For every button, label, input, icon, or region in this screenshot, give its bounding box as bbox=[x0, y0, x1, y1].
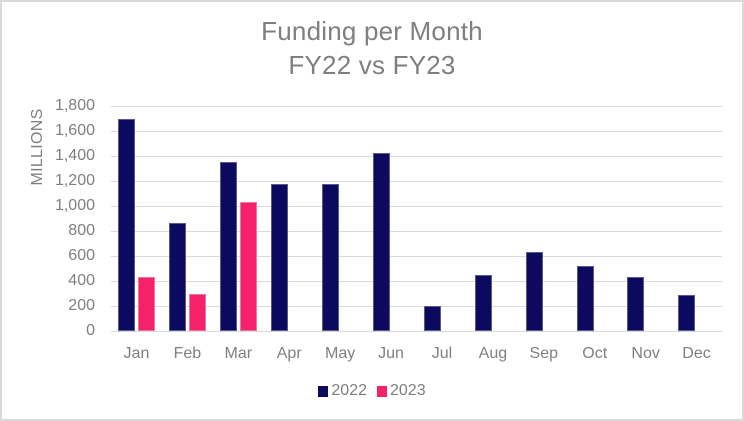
bar-2022-may[interactable] bbox=[321, 184, 339, 331]
legend-item-2023[interactable]: 2023 bbox=[377, 382, 426, 400]
x-tick-label: Feb bbox=[173, 345, 202, 362]
gridline bbox=[111, 156, 722, 157]
y-tick-label: 400 bbox=[68, 272, 95, 289]
x-tick-label: Jul bbox=[431, 345, 453, 362]
x-tick-label: Nov bbox=[631, 345, 660, 362]
bar-2022-nov[interactable] bbox=[627, 277, 645, 331]
bar-2022-oct[interactable] bbox=[576, 265, 594, 331]
y-tick-label: 1,000 bbox=[54, 197, 95, 214]
y-tick-label: 800 bbox=[68, 222, 95, 239]
bar-2023-mar[interactable] bbox=[240, 202, 258, 331]
y-tick-label: 1,600 bbox=[54, 122, 95, 139]
bar-2022-dec[interactable] bbox=[678, 294, 696, 331]
bar-2022-jan[interactable] bbox=[118, 119, 136, 331]
bar-2023-jan[interactable] bbox=[138, 277, 156, 331]
gridline bbox=[111, 181, 722, 182]
bar-2022-sep[interactable] bbox=[525, 251, 543, 331]
x-tick-label: Jan bbox=[123, 345, 150, 362]
gridline bbox=[111, 306, 722, 307]
x-tick-label: Sep bbox=[529, 345, 559, 362]
x-tick-label: Dec bbox=[682, 345, 711, 362]
y-tick-label: 200 bbox=[68, 297, 95, 314]
chart-title-line-1: Funding per Month bbox=[261, 16, 483, 46]
legend-swatch-2023 bbox=[377, 385, 387, 397]
gridline bbox=[111, 131, 722, 132]
x-tick-label: Jun bbox=[378, 345, 404, 362]
legend-label-2023: 2023 bbox=[390, 382, 426, 399]
gridline bbox=[111, 231, 722, 232]
x-axis-line bbox=[111, 331, 722, 332]
bar-2022-jul[interactable] bbox=[423, 305, 441, 331]
x-tick-label: May bbox=[325, 345, 356, 362]
bar-2022-apr[interactable] bbox=[271, 184, 289, 331]
bar-2022-jun[interactable] bbox=[372, 153, 390, 331]
x-tick-label: Mar bbox=[224, 345, 253, 362]
bar-2022-feb[interactable] bbox=[169, 223, 187, 331]
y-tick-label: 1,400 bbox=[54, 147, 95, 164]
x-tick-label: Apr bbox=[276, 345, 302, 362]
y-tick-label: 0 bbox=[86, 322, 95, 339]
x-tick-label: Aug bbox=[478, 345, 508, 362]
y-tick-label: 600 bbox=[68, 247, 95, 264]
legend-swatch-2022 bbox=[318, 385, 329, 397]
gridline bbox=[111, 206, 722, 207]
y-tick-label: 1,800 bbox=[54, 97, 95, 114]
y-tick-label: 1,200 bbox=[54, 172, 95, 189]
chart-title-line-2: FY22 vs FY23 bbox=[288, 50, 456, 80]
gridline bbox=[111, 256, 722, 257]
bar-2022-aug[interactable] bbox=[474, 274, 492, 331]
legend-label-2022: 2022 bbox=[331, 382, 367, 399]
legend: 2022 2023 bbox=[0, 382, 744, 400]
x-tick-label: Oct bbox=[582, 345, 608, 362]
legend-item-2022[interactable]: 2022 bbox=[318, 382, 367, 400]
gridline bbox=[111, 106, 722, 107]
bar-2023-feb[interactable] bbox=[189, 294, 207, 331]
gridline bbox=[111, 281, 722, 282]
bar-2022-mar[interactable] bbox=[220, 162, 238, 331]
